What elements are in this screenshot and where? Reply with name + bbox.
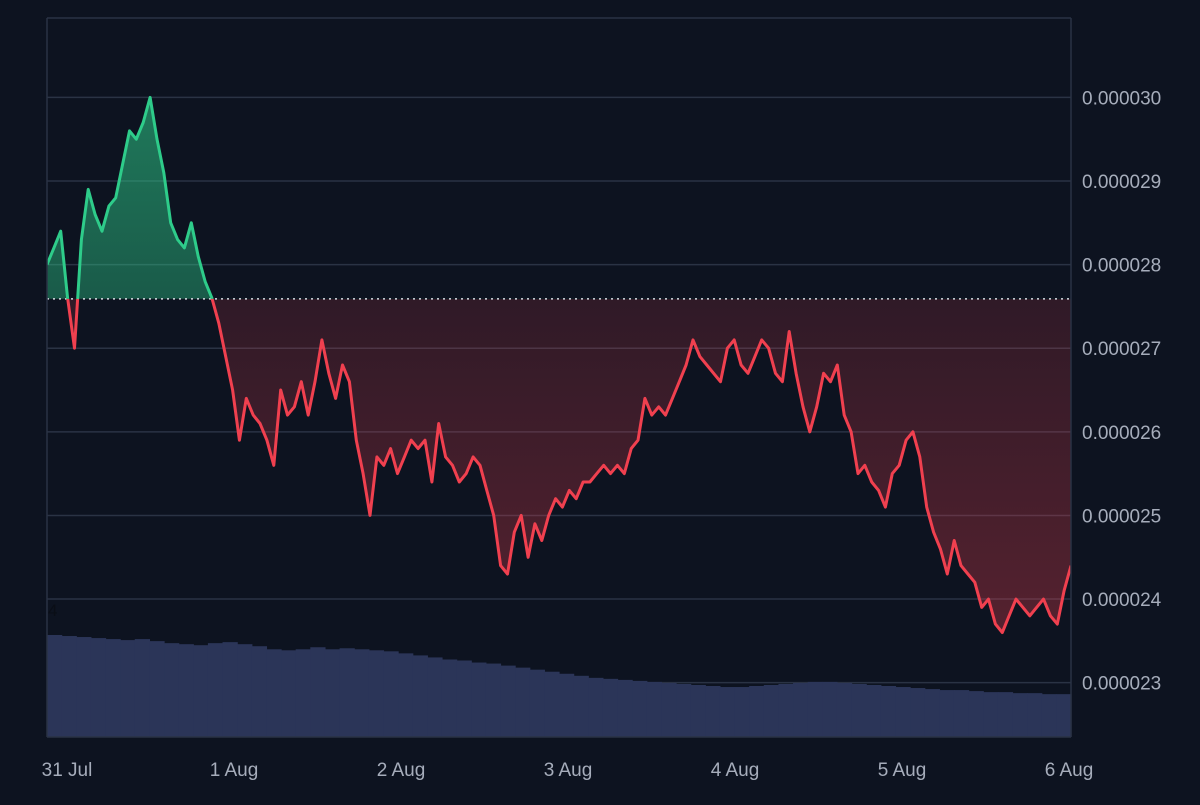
volume-bar xyxy=(310,647,326,737)
volume-bar xyxy=(778,683,794,737)
volume-bar xyxy=(793,682,809,737)
volume-bar xyxy=(968,691,984,737)
volume-bar xyxy=(983,692,999,737)
x-tick-label: 3 Aug xyxy=(544,760,593,781)
y-tick-label: 0.000026 xyxy=(1082,423,1161,444)
price-lines xyxy=(47,95,1071,634)
volume-bar xyxy=(412,655,428,737)
volume-bar xyxy=(895,687,911,737)
x-tick-label: 4 Aug xyxy=(711,760,760,781)
volume-bar xyxy=(515,667,531,737)
volume-bar xyxy=(281,650,297,737)
volume-bar xyxy=(602,678,619,737)
x-tick-label: 31 Jul xyxy=(42,760,93,781)
y-tick-label: 0.000025 xyxy=(1082,506,1161,527)
volume-bar xyxy=(939,690,955,737)
volume-bar xyxy=(544,671,560,737)
volume-bar xyxy=(880,686,897,737)
x-tick-label: 5 Aug xyxy=(878,760,927,781)
volume-bar xyxy=(354,649,370,737)
volume-bar xyxy=(646,681,662,737)
volume-bar xyxy=(617,679,633,737)
volume-bar xyxy=(763,684,780,737)
volume-bar xyxy=(178,644,194,737)
volume-bar xyxy=(134,639,150,737)
volume-bar xyxy=(588,677,604,737)
volume-bar xyxy=(324,649,341,737)
volume-bar xyxy=(368,650,385,737)
volume-bar xyxy=(237,644,253,737)
volume-bar xyxy=(705,686,721,737)
volume-bar xyxy=(910,688,926,737)
volume-bar xyxy=(851,683,867,737)
volume-bar xyxy=(866,684,882,737)
x-tick-label: 1 Aug xyxy=(210,760,259,781)
volume-bar xyxy=(76,637,92,737)
area-below-baseline xyxy=(67,298,1071,633)
x-tick-label: 2 Aug xyxy=(377,760,426,781)
volume-bar xyxy=(632,680,648,737)
volume-bar xyxy=(383,651,399,737)
price-line-down xyxy=(66,298,1071,634)
volume-bar xyxy=(953,690,970,737)
volume-bar xyxy=(295,649,311,737)
x-axis-ticks: 31 Jul 1 Aug 2 Aug 3 Aug 4 Aug 5 Aug 6 Aug xyxy=(42,760,1094,781)
volume-bar xyxy=(1041,694,1057,737)
volume-bar xyxy=(427,657,443,737)
y-tick-label: 0.000024 xyxy=(1082,590,1162,611)
volume-bar xyxy=(251,646,268,737)
volume-bar xyxy=(90,638,107,737)
volume-bar xyxy=(485,663,502,737)
volume-bar xyxy=(924,689,940,737)
volume-bar xyxy=(456,660,472,737)
volume-bar xyxy=(207,643,224,737)
y-tick-label: 0.000030 xyxy=(1082,88,1161,109)
volume-bar xyxy=(734,687,750,737)
volume-scale-label: 4 xyxy=(48,601,57,620)
x-tick-label: 6 Aug xyxy=(1045,760,1094,781)
volume-bar xyxy=(398,653,414,737)
volume-bar xyxy=(441,659,458,737)
volume-bar xyxy=(193,645,209,737)
volume-bar xyxy=(120,640,136,737)
volume-bar xyxy=(836,682,853,737)
y-tick-label: 0.000023 xyxy=(1082,674,1161,695)
plot-frame xyxy=(46,17,1072,738)
volume-bar xyxy=(500,665,516,737)
volume-bar xyxy=(749,686,765,737)
volume-bar xyxy=(105,639,121,737)
volume-bar xyxy=(661,682,677,737)
volume-bar xyxy=(47,635,63,737)
y-axis-ticks: 0.000030 0.000029 0.000028 0.000027 0.000026… xyxy=(1082,88,1162,694)
volume-bar xyxy=(61,636,77,737)
volume-bar xyxy=(1027,693,1043,737)
volume-bar xyxy=(339,648,355,737)
volume-bar xyxy=(997,692,1014,737)
volume-bar xyxy=(222,642,238,737)
volume-bars xyxy=(47,635,1072,737)
volume-bar xyxy=(676,683,692,737)
area-above-baseline xyxy=(47,97,1071,299)
y-tick-label: 0.000028 xyxy=(1082,256,1161,277)
volume-bar xyxy=(266,649,282,737)
volume-bar xyxy=(690,684,706,737)
y-tick-label: 0.000027 xyxy=(1082,339,1161,360)
volume-bar xyxy=(1012,693,1028,737)
volume-bar xyxy=(529,669,545,737)
volume-bar xyxy=(164,643,180,737)
volume-bar xyxy=(1056,694,1072,737)
volume-bar xyxy=(807,681,823,737)
volume-bar xyxy=(719,687,736,737)
price-area-fills xyxy=(47,97,1071,633)
y-tick-label: 0.000029 xyxy=(1082,172,1161,193)
volume-bar xyxy=(559,673,575,737)
volume-bar xyxy=(471,662,487,737)
volume-bar xyxy=(149,641,165,737)
volume-bar xyxy=(822,681,838,737)
volume-bar xyxy=(573,675,589,737)
